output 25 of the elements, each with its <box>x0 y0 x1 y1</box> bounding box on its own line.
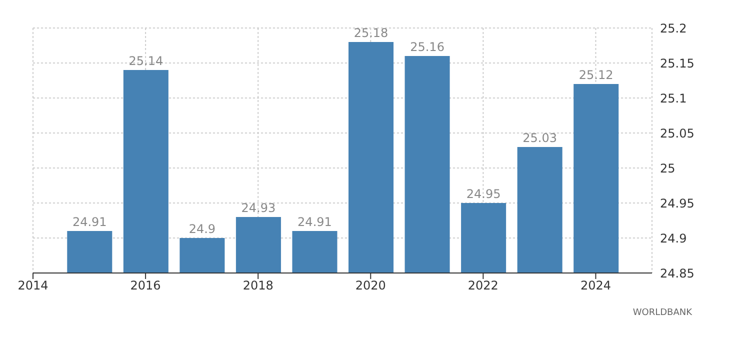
x-tick-label: 2022 <box>468 278 498 293</box>
y-tick-label: 24.85 <box>660 266 694 280</box>
y-tick-label: 24.95 <box>660 196 694 210</box>
x-tick-label: 2018 <box>242 278 274 293</box>
data-label: 25.03 <box>522 131 558 145</box>
data-label: 24.91 <box>72 215 107 229</box>
data-label: 25.12 <box>578 68 614 82</box>
y-tick-label: 25.2 <box>660 21 687 36</box>
x-tick-label: 2014 <box>18 278 48 293</box>
data-label: 25.18 <box>354 26 388 40</box>
y-tick-label: 25.05 <box>660 126 694 140</box>
data-label: 24.95 <box>466 187 501 201</box>
y-tick-label: 25.1 <box>660 91 687 106</box>
y-tick-label: 24.9 <box>660 231 687 246</box>
data-label: 24.91 <box>298 215 332 229</box>
x-tick-label: 2024 <box>580 278 611 293</box>
y-tick-label: 25 <box>660 161 676 176</box>
data-label: 25.16 <box>410 40 444 54</box>
x-tick-label: 2016 <box>130 278 161 293</box>
y-tick-label: 25.15 <box>660 56 694 70</box>
data-label: 24.93 <box>241 201 276 215</box>
text: WORLDBANK <box>632 308 693 318</box>
data-label: 24.9 <box>188 222 216 236</box>
data-label: 25.14 <box>128 54 164 68</box>
x-tick-label: 2020 <box>355 278 386 293</box>
